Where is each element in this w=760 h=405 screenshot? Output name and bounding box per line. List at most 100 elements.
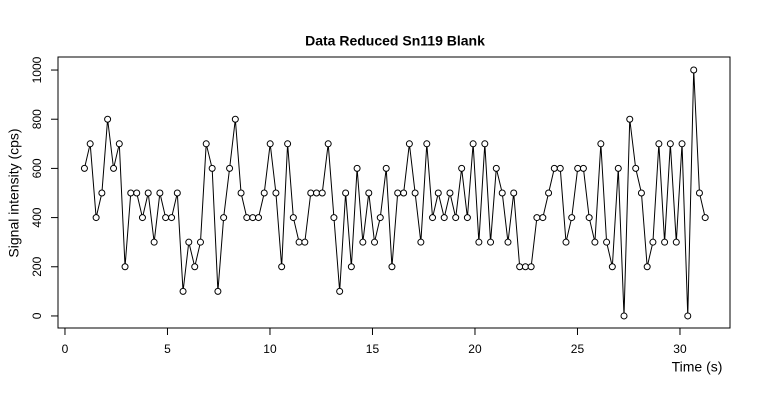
y-tick-label: 400 bbox=[30, 207, 44, 227]
data-point bbox=[440, 214, 448, 222]
data-point bbox=[556, 164, 564, 172]
data-point bbox=[138, 214, 146, 222]
data-point bbox=[661, 238, 669, 246]
data-point bbox=[452, 214, 460, 222]
data-point bbox=[115, 140, 123, 148]
data-point bbox=[423, 140, 431, 148]
data-point bbox=[260, 189, 268, 197]
data-point bbox=[191, 263, 199, 271]
data-point bbox=[98, 189, 106, 197]
data-point bbox=[179, 287, 187, 295]
data-point bbox=[382, 164, 390, 172]
data-point bbox=[359, 238, 367, 246]
data-point bbox=[80, 164, 88, 172]
data-point bbox=[527, 263, 535, 271]
data-point bbox=[649, 238, 657, 246]
data-point bbox=[597, 140, 605, 148]
data-point bbox=[342, 189, 350, 197]
data-point bbox=[666, 140, 674, 148]
data-point bbox=[614, 164, 622, 172]
data-point bbox=[156, 189, 164, 197]
data-point bbox=[104, 115, 112, 123]
data-point bbox=[469, 140, 477, 148]
y-tick-label: 600 bbox=[30, 158, 44, 178]
data-point bbox=[301, 238, 309, 246]
data-point bbox=[284, 140, 292, 148]
data-point bbox=[376, 214, 384, 222]
data-point bbox=[562, 238, 570, 246]
data-point bbox=[539, 214, 547, 222]
data-point bbox=[411, 189, 419, 197]
data-point bbox=[243, 214, 251, 222]
data-point bbox=[487, 238, 495, 246]
x-tick-label: 20 bbox=[468, 342, 482, 356]
data-point bbox=[516, 263, 524, 271]
data-point bbox=[429, 214, 437, 222]
data-point bbox=[254, 214, 262, 222]
data-point bbox=[324, 140, 332, 148]
data-point bbox=[434, 189, 442, 197]
data-point bbox=[168, 214, 176, 222]
y-tick-label: 0 bbox=[30, 312, 44, 319]
data-point bbox=[533, 214, 541, 222]
data-point bbox=[278, 263, 286, 271]
data-point bbox=[405, 140, 413, 148]
data-point bbox=[620, 312, 628, 320]
data-point bbox=[545, 189, 553, 197]
data-point bbox=[202, 140, 210, 148]
data-point bbox=[226, 164, 234, 172]
x-tick-label: 0 bbox=[62, 342, 69, 356]
data-point bbox=[231, 115, 239, 123]
data-point bbox=[603, 238, 611, 246]
data-point bbox=[690, 66, 698, 74]
data-point bbox=[481, 140, 489, 148]
chart-title: Data Reduced Sn119 Blank bbox=[305, 33, 485, 49]
data-point bbox=[388, 263, 396, 271]
data-point bbox=[695, 189, 703, 197]
x-tick-label: 5 bbox=[164, 342, 171, 356]
data-point bbox=[579, 164, 587, 172]
data-point bbox=[365, 189, 373, 197]
x-tick-label: 30 bbox=[673, 342, 687, 356]
data-point bbox=[550, 164, 558, 172]
data-point bbox=[678, 140, 686, 148]
data-point bbox=[330, 214, 338, 222]
data-point bbox=[643, 263, 651, 271]
data-point bbox=[446, 189, 454, 197]
data-point bbox=[475, 238, 483, 246]
data-point bbox=[249, 214, 257, 222]
data-point bbox=[86, 140, 94, 148]
data-point bbox=[400, 189, 408, 197]
data-point bbox=[110, 164, 118, 172]
data-point bbox=[626, 115, 634, 123]
data-point bbox=[632, 164, 640, 172]
data-point bbox=[220, 214, 228, 222]
data-point bbox=[568, 214, 576, 222]
data-point bbox=[463, 214, 471, 222]
y-tick-label: 1000 bbox=[30, 56, 44, 83]
x-tick-label: 10 bbox=[263, 342, 277, 356]
data-point bbox=[307, 189, 315, 197]
data-point bbox=[701, 214, 709, 222]
data-point bbox=[295, 238, 303, 246]
data-point bbox=[417, 238, 425, 246]
data-point bbox=[498, 189, 506, 197]
data-point bbox=[353, 164, 361, 172]
data-point bbox=[92, 214, 100, 222]
data-point bbox=[585, 214, 593, 222]
data-point bbox=[133, 189, 141, 197]
data-point bbox=[127, 189, 135, 197]
data-point bbox=[684, 312, 692, 320]
data-point bbox=[173, 189, 181, 197]
data-point bbox=[458, 164, 466, 172]
y-tick-label: 200 bbox=[30, 256, 44, 276]
data-point bbox=[121, 263, 129, 271]
data-point bbox=[144, 189, 152, 197]
data-point bbox=[318, 189, 326, 197]
data-point bbox=[185, 238, 193, 246]
data-point bbox=[637, 189, 645, 197]
data-point bbox=[150, 238, 158, 246]
data-point bbox=[289, 214, 297, 222]
